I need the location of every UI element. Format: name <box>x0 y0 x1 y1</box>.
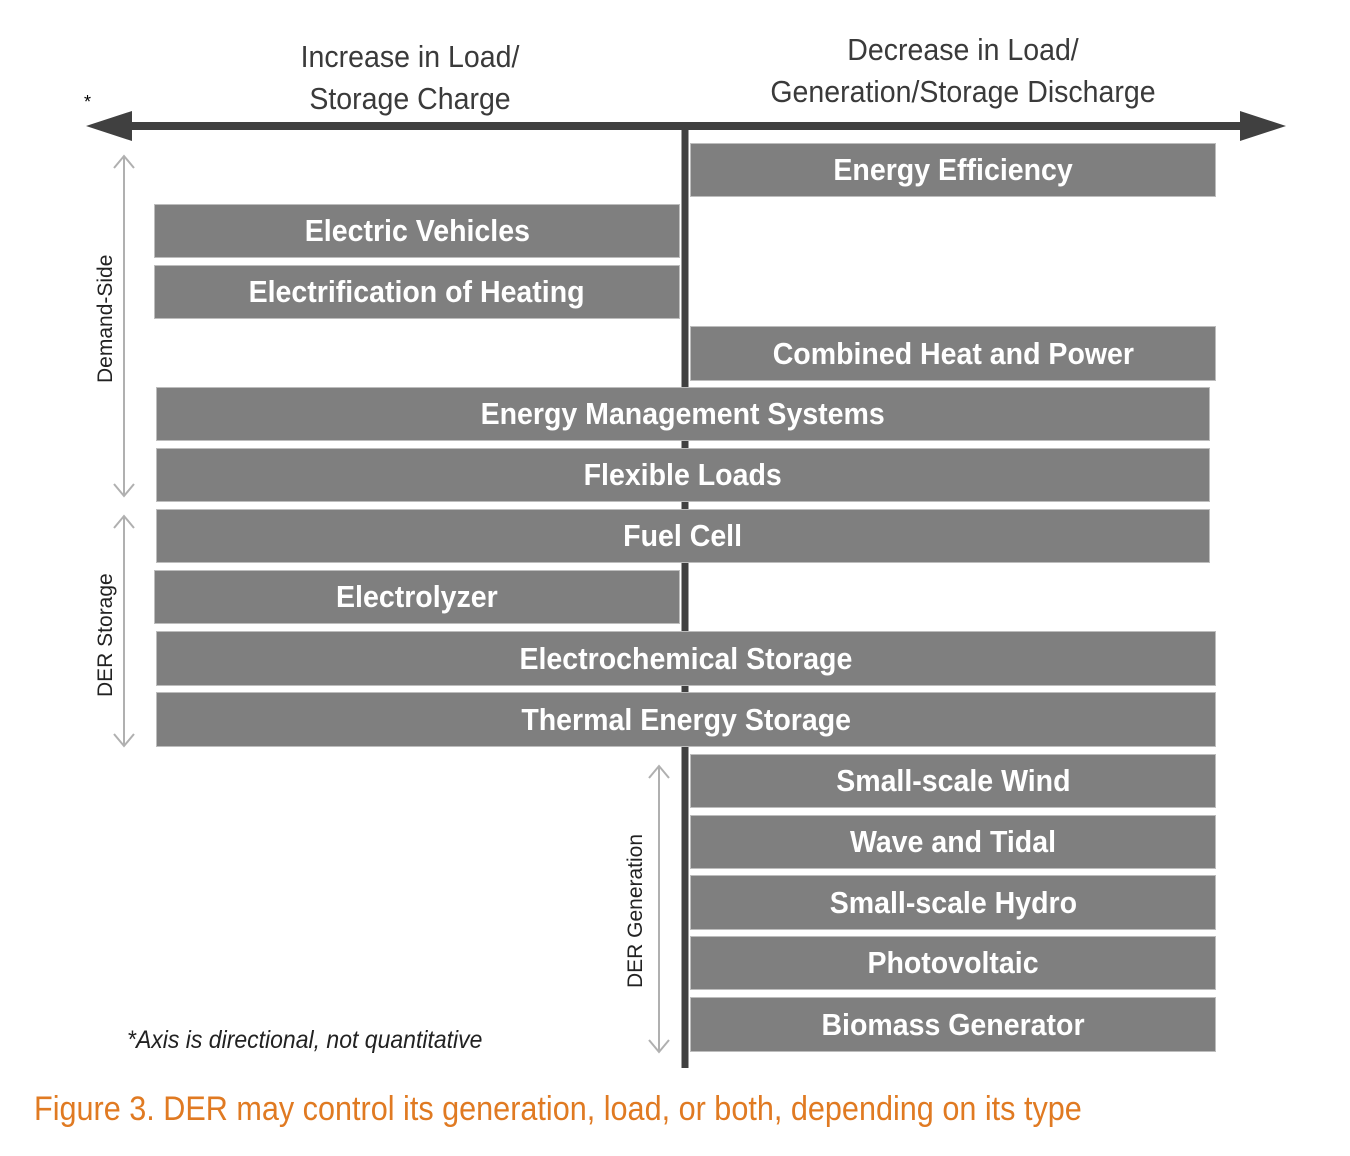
left-axis-label-line1: Increase in Load/ <box>300 39 520 74</box>
bar-thermal-energy-storage: Thermal Energy Storage <box>157 693 1215 746</box>
bar-label: Electrification of Heating <box>249 274 585 309</box>
bar-photovoltaic: Photovoltaic <box>691 937 1215 989</box>
bar-label: Electric Vehicles <box>304 213 530 248</box>
bar-label: Energy Management Systems <box>480 396 886 431</box>
left-axis-label: Increase in Load/ Storage Charge <box>263 36 557 120</box>
bar-energy-management-systems: Energy Management Systems <box>157 388 1209 440</box>
bar-flexible-loads: Flexible Loads <box>157 449 1209 501</box>
der-storage-range-arrow <box>113 514 135 748</box>
left-axis-label-line2: Storage Charge <box>309 81 511 116</box>
bar-electrolyzer: Electrolyzer <box>155 571 679 623</box>
bar-label: Thermal Energy Storage <box>521 701 851 737</box>
bar-fuel-cell: Fuel Cell <box>157 510 1209 562</box>
right-axis-label: Decrease in Load/ Generation/Storage Dis… <box>733 29 1193 113</box>
bar-label: Small-scale Hydro <box>829 884 1077 920</box>
bar-small-scale-wind: Small-scale Wind <box>691 755 1215 807</box>
bar-combined-heat-and-power: Combined Heat and Power <box>691 327 1215 380</box>
bar-electrochemical-storage: Electrochemical Storage <box>157 632 1215 685</box>
bar-small-scale-hydro: Small-scale Hydro <box>691 876 1215 929</box>
group-label-der-generation: DER Generation <box>624 833 647 989</box>
bar-label: Electrolyzer <box>336 579 498 614</box>
bar-biomass-generator: Biomass Generator <box>691 998 1215 1051</box>
bar-label: Fuel Cell <box>623 518 743 553</box>
right-axis-label-line2: Generation/Storage Discharge <box>770 74 1156 109</box>
demand-side-range-arrow <box>113 154 135 498</box>
axis-note: *Axis is directional, not quantitative <box>127 1026 483 1054</box>
bar-label: Small-scale Wind <box>835 763 1071 798</box>
bar-label: Wave and Tidal <box>849 824 1057 859</box>
bar-electrification-of-heating: Electrification of Heating <box>155 266 679 318</box>
group-label-demand-side: Demand-Side <box>94 254 117 383</box>
right-arrowhead-icon <box>1240 111 1286 141</box>
right-axis-label-line1: Decrease in Load/ <box>847 32 1079 67</box>
bar-electric-vehicles: Electric Vehicles <box>155 205 679 257</box>
axis-asterisk: * <box>84 92 92 112</box>
group-label-der-storage: DER Storage <box>94 573 117 697</box>
bar-label: Combined Heat and Power <box>772 335 1134 371</box>
figure-caption: Figure 3. DER may control its generation… <box>34 1090 1082 1128</box>
left-arrowhead-icon <box>86 111 132 141</box>
bar-label: Photovoltaic <box>867 945 1039 980</box>
bar-label: Biomass Generator <box>821 1006 1085 1042</box>
bar-label: Flexible Loads <box>583 457 783 492</box>
bar-label: Energy Efficiency <box>833 152 1073 187</box>
bar-energy-efficiency: Energy Efficiency <box>691 144 1215 196</box>
bar-wave-and-tidal: Wave and Tidal <box>691 816 1215 868</box>
bar-label: Electrochemical Storage <box>519 640 853 676</box>
der-generation-range-arrow <box>648 764 670 1054</box>
